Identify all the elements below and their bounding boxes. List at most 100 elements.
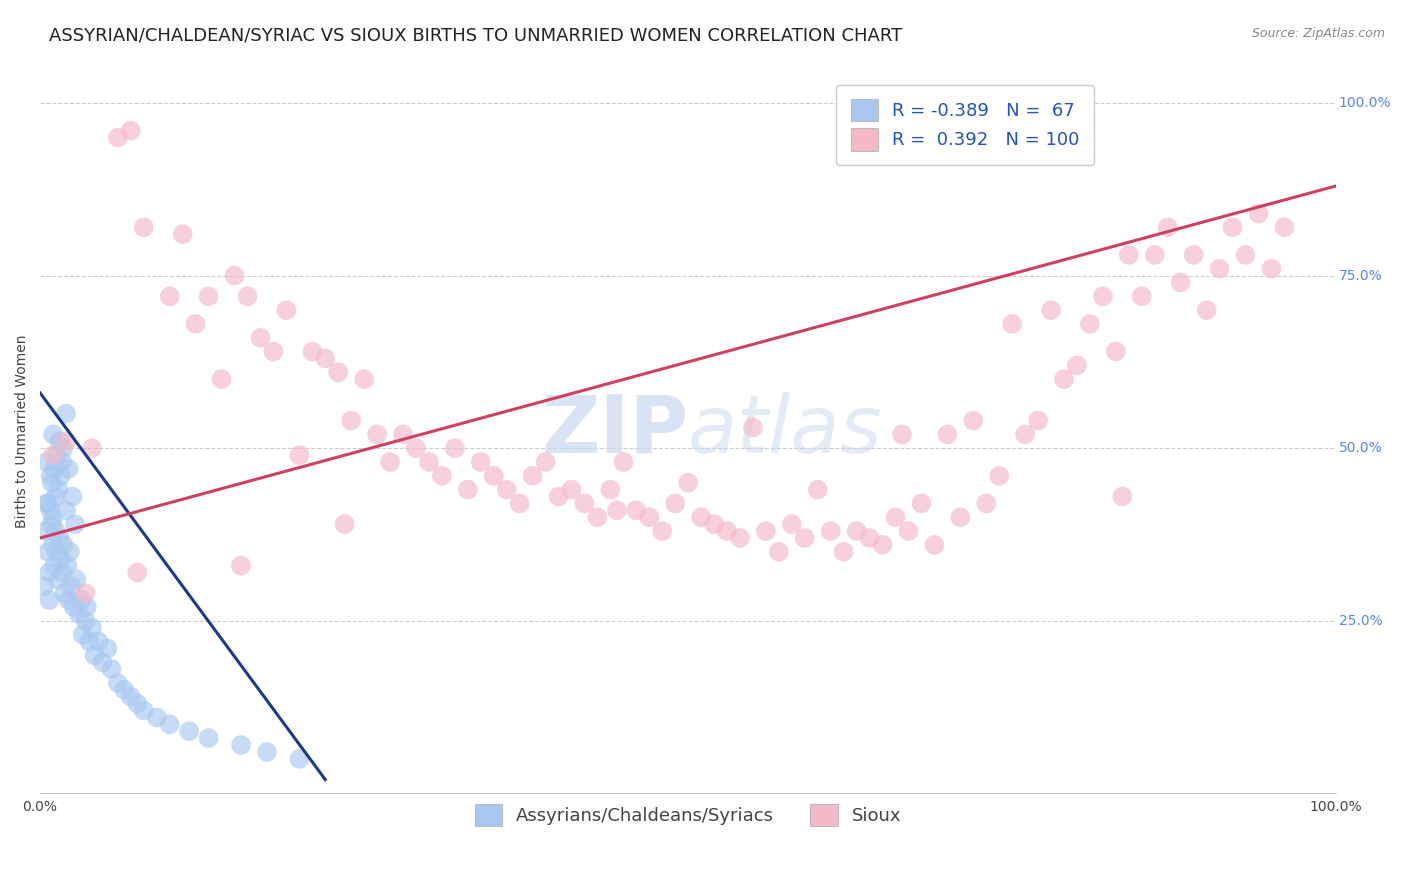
Point	[236, 289, 259, 303]
Point	[444, 441, 467, 455]
Point	[49, 551, 72, 566]
Point	[35, 455, 58, 469]
Point	[42, 448, 65, 462]
Point	[46, 483, 69, 497]
Point	[44, 558, 66, 573]
Point	[612, 455, 634, 469]
Point	[1195, 303, 1218, 318]
Point	[276, 303, 298, 318]
Point	[55, 407, 77, 421]
Point	[46, 448, 69, 462]
Point	[820, 524, 842, 538]
Point	[314, 351, 336, 366]
Point	[145, 710, 167, 724]
Point	[891, 427, 914, 442]
Point	[256, 745, 278, 759]
Point	[606, 503, 628, 517]
Point	[62, 599, 84, 614]
Y-axis label: Births to Unmarried Women: Births to Unmarried Women	[15, 334, 30, 528]
Point	[1157, 220, 1180, 235]
Point	[651, 524, 673, 538]
Text: atlas: atlas	[688, 392, 883, 470]
Point	[366, 427, 388, 442]
Point	[100, 662, 122, 676]
Point	[48, 531, 70, 545]
Point	[807, 483, 830, 497]
Point	[38, 593, 60, 607]
Point	[127, 697, 149, 711]
Point	[229, 738, 252, 752]
Point	[229, 558, 252, 573]
Point	[676, 475, 699, 490]
Point	[38, 566, 60, 580]
Text: 50.0%: 50.0%	[1339, 442, 1382, 455]
Point	[80, 621, 103, 635]
Point	[1040, 303, 1063, 318]
Point	[120, 123, 142, 137]
Point	[172, 227, 194, 242]
Point	[41, 475, 63, 490]
Point	[55, 434, 77, 449]
Point	[1234, 248, 1257, 262]
Point	[340, 414, 363, 428]
Text: ASSYRIAN/CHALDEAN/SYRIAC VS SIOUX BIRTHS TO UNMARRIED WOMEN CORRELATION CHART: ASSYRIAN/CHALDEAN/SYRIAC VS SIOUX BIRTHS…	[49, 27, 903, 45]
Point	[1001, 317, 1024, 331]
Point	[716, 524, 738, 538]
Point	[52, 538, 75, 552]
Point	[1247, 206, 1270, 220]
Point	[262, 344, 284, 359]
Point	[52, 441, 75, 455]
Point	[56, 558, 79, 573]
Point	[80, 441, 103, 455]
Point	[58, 593, 80, 607]
Point	[392, 427, 415, 442]
Point	[430, 468, 453, 483]
Point	[112, 682, 135, 697]
Point	[132, 220, 155, 235]
Point	[55, 503, 77, 517]
Point	[1091, 289, 1114, 303]
Point	[96, 641, 118, 656]
Point	[48, 434, 70, 449]
Point	[1105, 344, 1128, 359]
Text: 75.0%: 75.0%	[1339, 268, 1382, 283]
Point	[974, 496, 997, 510]
Text: Source: ZipAtlas.com: Source: ZipAtlas.com	[1251, 27, 1385, 40]
Point	[83, 648, 105, 663]
Point	[1170, 276, 1192, 290]
Point	[87, 634, 110, 648]
Point	[378, 455, 401, 469]
Point	[72, 627, 94, 641]
Point	[224, 268, 246, 283]
Point	[288, 448, 311, 462]
Point	[1118, 248, 1140, 262]
Text: 25.0%: 25.0%	[1339, 614, 1382, 628]
Point	[184, 317, 207, 331]
Point	[1260, 261, 1282, 276]
Point	[39, 503, 62, 517]
Point	[42, 427, 65, 442]
Point	[1208, 261, 1230, 276]
Point	[46, 545, 69, 559]
Point	[586, 510, 609, 524]
Point	[858, 531, 880, 545]
Point	[42, 510, 65, 524]
Point	[626, 503, 648, 517]
Point	[37, 545, 59, 559]
Point	[664, 496, 686, 510]
Point	[560, 483, 582, 497]
Point	[51, 566, 73, 580]
Point	[1143, 248, 1166, 262]
Point	[127, 566, 149, 580]
Point	[107, 676, 129, 690]
Point	[333, 517, 356, 532]
Point	[65, 572, 87, 586]
Point	[45, 524, 67, 538]
Point	[301, 344, 323, 359]
Point	[44, 462, 66, 476]
Point	[197, 289, 219, 303]
Point	[924, 538, 946, 552]
Point	[41, 517, 63, 532]
Point	[574, 496, 596, 510]
Point	[91, 655, 114, 669]
